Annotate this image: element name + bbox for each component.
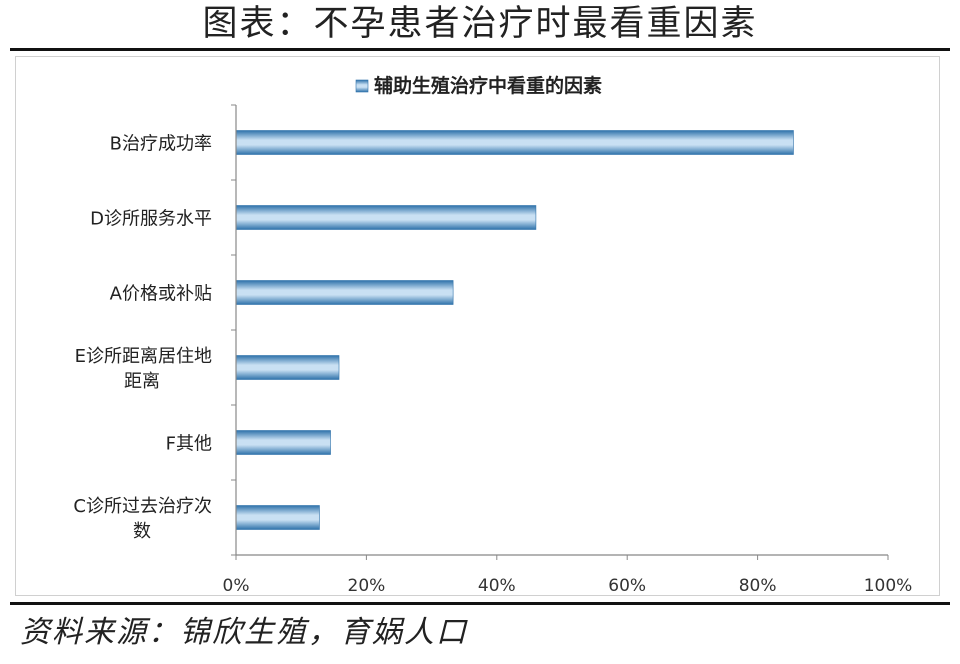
- category-label: D诊所服务水平: [90, 209, 212, 230]
- bar: [235, 130, 794, 155]
- bar: [235, 355, 340, 380]
- bar: [235, 430, 331, 455]
- x-tick-label: 0%: [223, 576, 250, 596]
- bar: [235, 280, 454, 305]
- legend: 辅助生殖治疗中看重的因素: [355, 74, 602, 97]
- x-tick-label: 60%: [608, 576, 646, 596]
- category-label: E诊所距离居住地距离: [75, 346, 212, 392]
- top-rule: [10, 48, 950, 51]
- x-tick-label: 100%: [864, 576, 913, 596]
- x-tick-label: 40%: [478, 576, 516, 596]
- bottom-rule: [10, 602, 950, 605]
- bars: [235, 130, 794, 530]
- source-note: 资料来源：锦欣生殖，育娲人口: [20, 615, 468, 650]
- figure-title: 图表：不孕患者治疗时最看重因素: [202, 4, 758, 44]
- category-label: F其他: [166, 434, 212, 455]
- category-label: C诊所过去治疗次数: [73, 496, 212, 542]
- category-label: B治疗成功率: [110, 134, 212, 155]
- plot-frame: [15, 56, 940, 596]
- category-label: A价格或补贴: [110, 284, 212, 305]
- labels: 0% 20% 40% 60% 80% 100% B治疗成功率 D诊所服务水平 A价格或补贴 E诊所…: [73, 134, 912, 597]
- bar: [235, 505, 320, 530]
- axes: [231, 104, 889, 560]
- legend-label: 辅助生殖治疗中看重的因素: [374, 74, 602, 97]
- x-tick-label: 80%: [739, 576, 777, 596]
- bar: [235, 205, 537, 230]
- legend-swatch: [355, 79, 369, 93]
- x-tick-label: 20%: [348, 576, 386, 596]
